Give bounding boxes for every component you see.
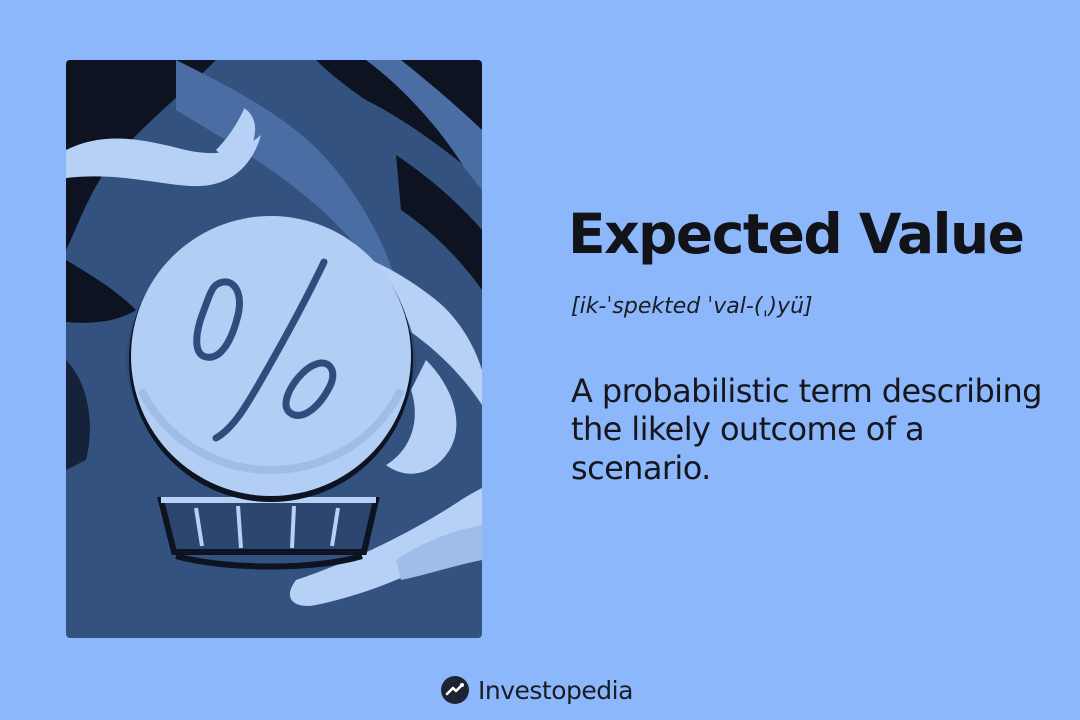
- brand-footer[interactable]: Investopedia: [440, 672, 633, 708]
- term-definition: A probabilistic term describing the like…: [571, 372, 1042, 487]
- term-title: Expected Value: [568, 202, 1025, 266]
- brand-name: Investopedia: [478, 675, 633, 705]
- crystal-ball-illustration: [66, 60, 482, 638]
- term-pronunciation: [ik-ˈspekted ˈval-(ˌ)yü]: [571, 294, 813, 319]
- investopedia-logo-icon: [441, 676, 469, 704]
